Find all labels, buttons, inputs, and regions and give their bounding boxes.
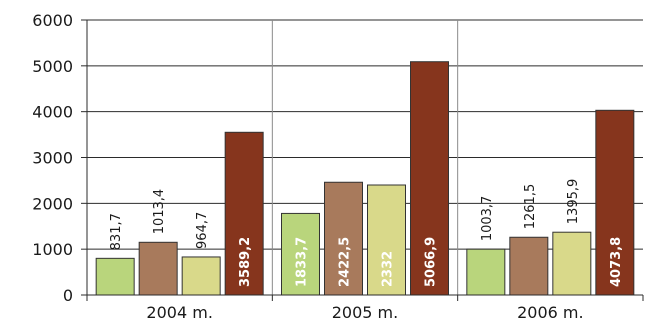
bar: [95, 257, 135, 296]
data-label: 4073,8: [609, 237, 624, 287]
bar: [181, 256, 221, 296]
data-label: 1395,9: [566, 179, 581, 225]
y-tick-label: 5000: [32, 57, 73, 76]
bar: [224, 131, 264, 296]
bar: [281, 212, 320, 296]
y-tick-label: 0: [63, 286, 73, 305]
bar: [509, 236, 549, 296]
data-label: 1833,7: [295, 237, 310, 287]
data-label: 2422,5: [338, 237, 353, 287]
y-tick-label: 3000: [32, 149, 73, 168]
data-label: 964,7: [195, 212, 210, 249]
bar: [410, 61, 449, 296]
bar: [367, 184, 406, 296]
y-tick-label: 4000: [32, 103, 73, 122]
y-tick-label: 1000: [32, 240, 73, 259]
data-label: 831,7: [109, 213, 124, 250]
data-label: 2332: [381, 251, 396, 287]
y-tick-label: 2000: [32, 194, 73, 213]
x-category-label: 2004 m.: [146, 303, 212, 322]
data-label: 3589,2: [238, 237, 253, 287]
x-category-label: 2005 m.: [332, 303, 398, 322]
x-category-label: 2006 m.: [517, 303, 583, 322]
bar: [324, 181, 363, 296]
bar: [138, 241, 178, 296]
data-label: 1261,5: [523, 184, 538, 230]
data-label: 1003,7: [480, 196, 495, 242]
data-label: 1013,4: [152, 189, 167, 235]
bar: [466, 248, 506, 296]
y-tick-label: 6000: [32, 11, 73, 30]
bar: [552, 231, 592, 296]
data-label: 5066,9: [424, 237, 439, 287]
